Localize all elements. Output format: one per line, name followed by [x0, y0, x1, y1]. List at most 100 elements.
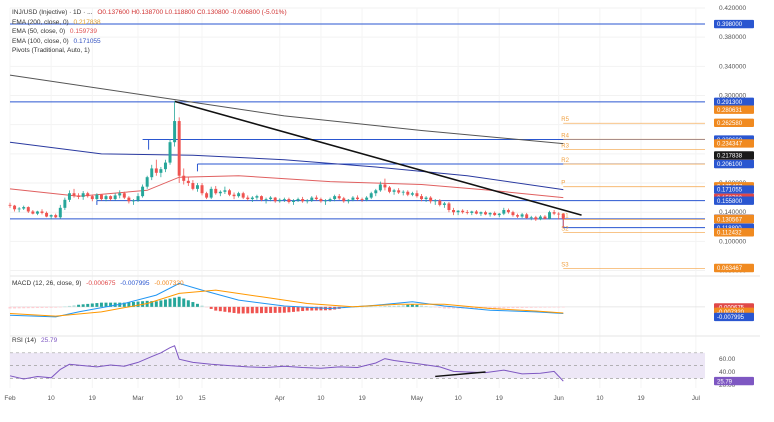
macd-histogram-bar — [292, 306, 295, 312]
macd-histogram-bar — [13, 306, 17, 309]
candle-up — [296, 199, 300, 201]
macd-histogram-bar — [26, 306, 30, 309]
rsi-legend[interactable]: RSI (14) 25.79 — [12, 337, 57, 344]
pivot-level-label: R5 — [561, 117, 569, 123]
macd-histogram-bar — [95, 303, 99, 307]
pivot-level-label: R4 — [561, 133, 569, 139]
candle-up — [58, 207, 62, 218]
time-tick-label: Apr — [275, 395, 286, 402]
time-tick-label: May — [411, 395, 424, 402]
price-badge-bg — [714, 185, 754, 194]
macd-hist-value: -0.000675 — [86, 280, 116, 287]
macd-legend[interactable]: MACD (12, 26, close, 9) -0.000675 -0.007… — [12, 280, 184, 287]
macd-histogram-bar — [168, 298, 172, 307]
time-tick-label: 15 — [198, 395, 206, 402]
candle-down — [465, 212, 469, 213]
macd-histogram-bar — [397, 305, 401, 307]
time-tick-label: Jul — [692, 395, 701, 402]
macd-histogram-bar — [218, 306, 222, 312]
price-tick-label: 0.100000 — [719, 238, 746, 245]
time-tick-label: 10 — [317, 395, 325, 402]
price-badge: 0.130567 — [717, 217, 743, 223]
ema200-value: 0.217838 — [73, 18, 101, 26]
candle-up — [529, 217, 533, 219]
candle-down — [246, 197, 250, 200]
macd-histogram-bar — [388, 305, 391, 307]
macd-histogram-bar — [237, 306, 241, 314]
legend-ema200-row[interactable]: EMA (200, close, 0) 0.217838 — [12, 18, 287, 28]
macd-histogram-bar — [131, 301, 135, 307]
candle-down — [356, 197, 359, 200]
macd-label: MACD (12, 26, close, 9) — [12, 280, 82, 287]
symbol-label[interactable]: INJ/USD (Injective) · 1D · ... — [12, 9, 93, 16]
macd-histogram-bar — [72, 305, 76, 307]
candle-up — [369, 193, 373, 198]
macd-histogram-bar — [54, 306, 58, 308]
time-tick-label: 10 — [176, 395, 184, 402]
legend-pivots-row[interactable]: Pivots (Traditional, Auto, 1) — [12, 46, 287, 56]
candle-down — [438, 200, 442, 205]
macd-histogram-bar — [538, 306, 542, 308]
macd-histogram-bar — [314, 306, 318, 311]
candle-up — [145, 177, 149, 187]
macd-histogram-bar — [163, 299, 167, 307]
candle-down — [383, 184, 387, 188]
candle-up — [209, 188, 213, 198]
candle-up — [159, 169, 163, 173]
candle-up — [333, 196, 337, 200]
candle-up — [538, 216, 542, 220]
macd-histogram-bar — [301, 306, 305, 312]
macd-line — [9, 282, 564, 318]
axes-layer: 0.4200000.3800000.3400000.3000000.260000… — [4, 5, 746, 402]
macd-histogram-bar — [241, 306, 245, 314]
time-tick-label: Jun — [553, 395, 564, 402]
macd-histogram-bar — [86, 303, 90, 307]
macd-histogram-bar — [223, 306, 227, 312]
candle-up — [305, 200, 309, 202]
macd-histogram-bar — [369, 306, 373, 308]
candle-up — [410, 193, 414, 195]
macd-histogram-bar — [195, 303, 199, 307]
candle-up — [17, 208, 21, 210]
macd-histogram-bar — [374, 306, 378, 308]
macd-histogram-bar — [255, 306, 259, 314]
candle-up — [374, 190, 378, 194]
macd-histogram-bar — [438, 306, 442, 308]
legend-ema50-row[interactable]: EMA (50, close, 0) 0.159739 — [12, 27, 287, 37]
candle-down — [506, 210, 510, 213]
price-badge: 0.217838 — [717, 154, 743, 160]
candle-down — [154, 168, 158, 173]
candle-down — [452, 210, 456, 213]
macd-histogram-bar — [259, 306, 263, 314]
candle-up — [67, 193, 71, 200]
pivot-level-label: R2 — [561, 158, 569, 164]
price-badge-bg — [714, 19, 754, 29]
macd-histogram-bar — [200, 305, 204, 307]
price-tick-label: 0.420000 — [719, 5, 746, 12]
candle-up — [282, 199, 286, 200]
macd-badge-bg — [714, 312, 754, 322]
legend-ema100-row[interactable]: EMA (100, close, 0) 0.171055 — [12, 37, 287, 47]
candle-down — [461, 210, 465, 213]
price-tick-label: 0.140000 — [719, 209, 746, 216]
macd-histogram-bar — [383, 306, 387, 307]
price-badge: 0.398000 — [717, 22, 743, 28]
candle-down — [543, 216, 547, 219]
candle-up — [488, 212, 492, 215]
time-tick-label: 19 — [89, 395, 97, 402]
price-badges-layer: 0.3980000.2913000.2806310.2625800.239600… — [714, 19, 754, 386]
candle-down — [301, 199, 305, 202]
downtrend-line — [174, 100, 582, 216]
macd-histogram-bar — [246, 306, 250, 314]
macd-histogram-bar — [159, 300, 163, 307]
macd-histogram-bar — [282, 306, 286, 313]
price-badge-bg — [714, 97, 754, 107]
macd-histogram-bar — [150, 301, 154, 307]
macd-histogram-bar — [442, 306, 446, 309]
rsi-tick-label: 60.00 — [719, 356, 736, 363]
pivot-level-label: S2 — [561, 227, 569, 233]
candle-down — [31, 211, 35, 214]
candle-up — [104, 196, 108, 200]
candle-down — [474, 211, 478, 214]
